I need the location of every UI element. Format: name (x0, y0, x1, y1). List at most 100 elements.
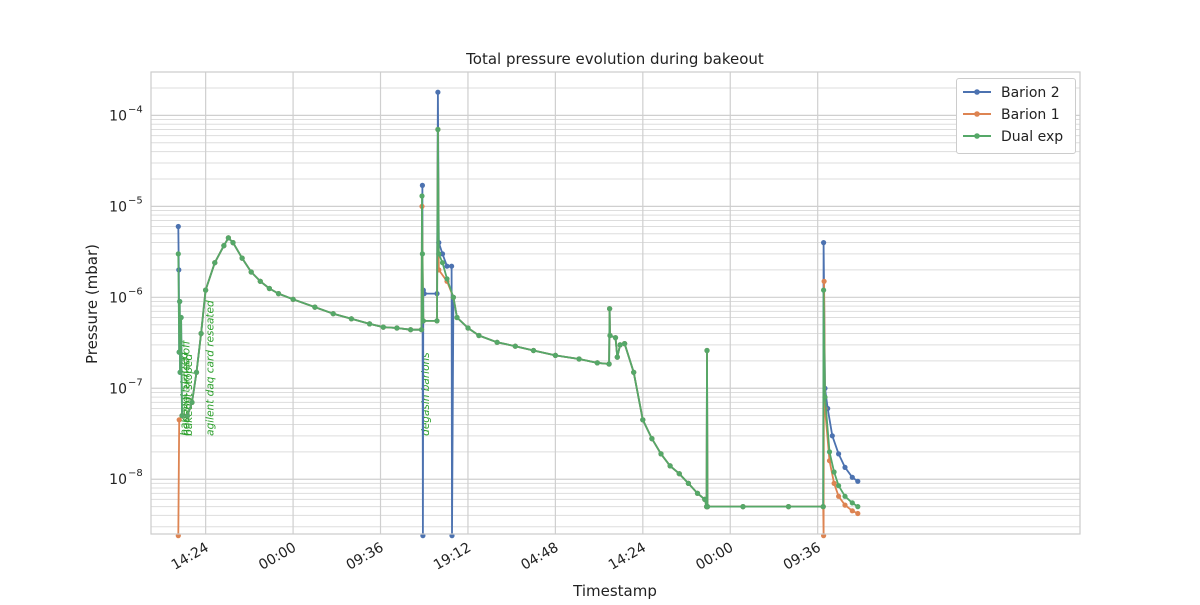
data-point (239, 255, 245, 261)
series-line (177, 128, 859, 537)
x-tick-label: 14:24 (606, 540, 649, 574)
data-point (221, 243, 227, 249)
data-point (740, 504, 746, 510)
data-point (380, 324, 386, 330)
data-point (367, 321, 373, 327)
axes: 10−810−710−610−510 −414:24 00:00 09:36 19:12… (109, 71, 1081, 574)
data-point (820, 504, 826, 510)
grid-lines (151, 72, 1080, 534)
y-tick-label: 10 (109, 472, 127, 488)
data-point (248, 269, 254, 275)
series-barion-1 (175, 126, 861, 539)
data-point (849, 500, 855, 506)
legend-marker (974, 111, 980, 117)
data-point (822, 394, 828, 400)
y-tick-exponent: −8 (128, 468, 143, 479)
data-point (435, 89, 441, 95)
data-point (694, 490, 701, 496)
data-point (450, 294, 456, 300)
series-lines (175, 89, 861, 539)
data-point (658, 451, 664, 457)
data-point (225, 235, 231, 241)
data-point (785, 504, 792, 510)
data-point (855, 510, 861, 517)
y-axis-label: Pressure (mbar) (83, 244, 101, 364)
y-tick-label: 10 (109, 108, 127, 124)
y-tick-exponent: −5 (128, 195, 143, 206)
legend-marker (974, 133, 980, 139)
series-line (177, 128, 859, 508)
data-point (275, 291, 282, 297)
data-point (177, 369, 183, 375)
data-point (449, 263, 455, 269)
data-point (836, 493, 842, 499)
data-point (444, 276, 450, 282)
data-point (178, 314, 184, 321)
x-tick-label: 09:36 (344, 540, 387, 574)
y-tick-label: 10 (109, 199, 127, 215)
data-point (836, 451, 842, 457)
data-point (198, 330, 204, 337)
data-point (836, 483, 842, 489)
data-point (312, 304, 318, 310)
data-point (704, 347, 710, 354)
y-tick-exponent: −4 (128, 104, 143, 115)
data-point (203, 287, 209, 293)
series-dual-exp (175, 126, 861, 510)
data-point (842, 464, 848, 470)
data-point (685, 480, 692, 486)
data-point (702, 496, 708, 502)
data-point (704, 504, 711, 510)
y-tick-exponent: −6 (128, 286, 143, 297)
data-point (821, 287, 827, 293)
data-point (290, 296, 296, 302)
data-point (617, 342, 623, 348)
data-point (394, 325, 400, 331)
data-point (212, 260, 218, 266)
data-point (667, 463, 673, 469)
data-point (230, 240, 236, 246)
data-point (419, 193, 425, 199)
data-point (831, 480, 837, 486)
data-point (614, 354, 620, 360)
data-point (435, 126, 441, 133)
data-point (612, 335, 619, 341)
data-point (649, 436, 655, 442)
y-tick-label: 10 (109, 381, 127, 397)
data-point (330, 311, 336, 317)
legend-label: Barion 1 (1001, 107, 1060, 123)
data-point (829, 433, 835, 439)
data-point (439, 260, 446, 266)
x-tick-label: 09:36 (781, 540, 824, 574)
data-point (444, 263, 450, 269)
data-point (606, 361, 612, 367)
data-point (184, 413, 190, 419)
data-point (439, 251, 446, 257)
legend-label: Barion 2 (1001, 85, 1060, 101)
data-point (831, 469, 837, 475)
legend-label: Dual exp (1001, 129, 1063, 145)
data-point (849, 508, 855, 514)
data-point (821, 278, 827, 284)
plot-frame (150, 71, 1081, 535)
x-tick-label: 19:12 (431, 540, 474, 574)
data-point (179, 413, 185, 419)
x-axis-label: Timestamp (572, 582, 657, 600)
data-point (434, 318, 440, 324)
data-point (408, 327, 414, 333)
data-point (622, 341, 628, 347)
data-point (257, 278, 263, 284)
data-point (176, 417, 182, 423)
data-point (419, 251, 425, 257)
y-tick-label: 10 (109, 290, 127, 306)
data-point (530, 347, 537, 354)
data-point (494, 339, 500, 345)
data-point (266, 285, 272, 292)
series-barion-2 (175, 89, 861, 539)
data-point (855, 478, 861, 484)
data-point (418, 327, 425, 333)
x-tick-label: 00:00 (256, 540, 299, 574)
data-point (826, 449, 833, 455)
legend-marker (974, 89, 980, 95)
